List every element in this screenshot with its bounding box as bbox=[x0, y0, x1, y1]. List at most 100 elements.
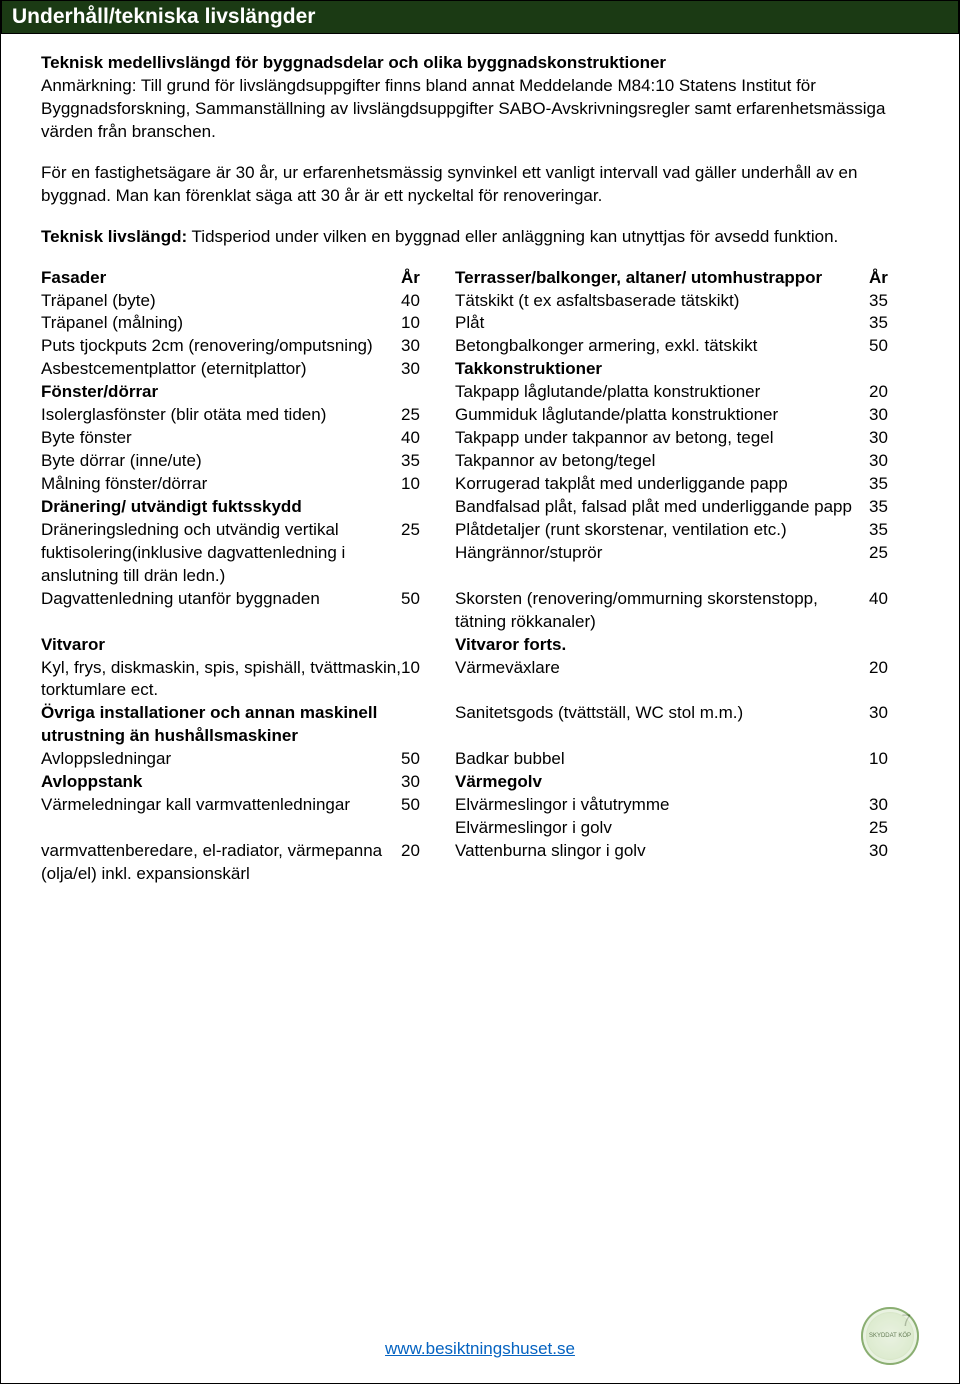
cell: Vattenburna slingor i golv bbox=[455, 840, 869, 886]
cell: Gummiduk låglutande/platta konstruktione… bbox=[455, 404, 869, 427]
cell: 25 bbox=[401, 519, 455, 588]
lifespan-table: Fasader År Terrasser/balkonger, altaner/… bbox=[41, 267, 919, 886]
cell: 30 bbox=[401, 358, 455, 381]
intro-p1-bold: Teknisk medellivslängd för byggnadsdelar… bbox=[41, 53, 666, 72]
table-header-row: Fasader År Terrasser/balkonger, altaner/… bbox=[41, 267, 919, 290]
cell bbox=[869, 634, 919, 657]
col-fasader: Fasader bbox=[41, 267, 401, 290]
cell: 30 25 bbox=[869, 794, 919, 840]
table-row: Byte fönster 40 Takpapp under takpannor … bbox=[41, 427, 919, 450]
cell: Värmeledningar kall varmvattenledningar bbox=[41, 794, 401, 840]
subheader-fonster: Fönster/dörrar bbox=[41, 381, 401, 404]
table-row: Fönster/dörrar Takpapp låglutande/platta… bbox=[41, 381, 919, 404]
table-row: varmvattenberedare, el-radiator, värmepa… bbox=[41, 840, 919, 886]
cell bbox=[401, 496, 455, 519]
cell: 50 bbox=[401, 588, 455, 634]
subheader-dranering: Dränering/ utvändigt fuktsskydd bbox=[41, 496, 401, 519]
cell-line: 35 bbox=[869, 520, 888, 539]
table-row: Byte dörrar (inne/ute) 35 Takpannor av b… bbox=[41, 450, 919, 473]
cell: 35 bbox=[869, 496, 919, 519]
cell: 10 bbox=[401, 657, 455, 703]
table-row: Avloppsledningar 50 Badkar bubbel 10 bbox=[41, 748, 919, 771]
cell: 10 bbox=[869, 748, 919, 771]
footer: www.besiktningshuset.se bbox=[1, 1339, 959, 1359]
cell-line: 25 bbox=[869, 818, 888, 837]
intro-p1-rest: Anmärkning: Till grund för livslängdsupp… bbox=[41, 76, 885, 141]
table-row: Träpanel (byte) 40 Tätskikt (t ex asfalt… bbox=[41, 290, 919, 313]
cell: Badkar bubbel bbox=[455, 748, 869, 771]
intro-p2: För en fastighetsägare är 30 år, ur erfa… bbox=[41, 162, 919, 208]
cell: Dräneringsledning och utvändig vertikal … bbox=[41, 519, 401, 588]
cell-line: 30 bbox=[869, 795, 888, 814]
cell bbox=[401, 634, 455, 657]
cell: 20 bbox=[869, 381, 919, 404]
cell: 10 bbox=[401, 473, 455, 496]
cell: Avloppsledningar bbox=[41, 748, 401, 771]
cell: 30 bbox=[869, 427, 919, 450]
subheader-varmegolv: Värmegolv bbox=[455, 771, 869, 794]
page: Underhåll/tekniska livslängder Teknisk m… bbox=[0, 0, 960, 1384]
subheader-vitvaror: Vitvaror bbox=[41, 634, 401, 657]
cell: 35 25 bbox=[869, 519, 919, 588]
subheader-ovriga: Övriga installationer och annan maskinel… bbox=[41, 702, 401, 748]
cell: Kyl, frys, diskmaskin, spis, spishäll, t… bbox=[41, 657, 401, 703]
intro-p1: Teknisk medellivslängd för byggnadsdelar… bbox=[41, 52, 919, 144]
cell: 40 bbox=[401, 290, 455, 313]
cell: 30 bbox=[869, 404, 919, 427]
cell: Träpanel (byte) bbox=[41, 290, 401, 313]
table-row: Dagvattenledning utanför byggnaden 50 Sk… bbox=[41, 588, 919, 634]
cell: Plåtdetaljer (runt skorstenar, ventilati… bbox=[455, 519, 869, 588]
cell: 25 bbox=[401, 404, 455, 427]
section-header: Underhåll/tekniska livslängder bbox=[1, 1, 959, 34]
table-row: Puts tjockputs 2cm (renovering/omputsnin… bbox=[41, 335, 919, 358]
cell: Träpanel (målning) bbox=[41, 312, 401, 335]
table-row: Målning fönster/dörrar 10 Korrugerad tak… bbox=[41, 473, 919, 496]
cell: Bandfalsad plåt, falsad plåt med underli… bbox=[455, 496, 869, 519]
cell: 30 bbox=[869, 840, 919, 886]
table-row: Asbestcementplattor (eternitplattor) 30 … bbox=[41, 358, 919, 381]
cell: 50 bbox=[401, 748, 455, 771]
cell: Byte fönster bbox=[41, 427, 401, 450]
seal-icon: SKYDDAT KÖP bbox=[861, 1307, 919, 1365]
cell-line: Hängrännor/stuprör bbox=[455, 543, 602, 562]
cell: 30 bbox=[869, 450, 919, 473]
table-row: Avloppstank 30 Värmegolv bbox=[41, 771, 919, 794]
footer-link[interactable]: www.besiktningshuset.se bbox=[385, 1339, 575, 1358]
table-row: Värmeledningar kall varmvattenledningar … bbox=[41, 794, 919, 840]
cell: 30 bbox=[869, 702, 919, 748]
cell: 35 bbox=[869, 290, 919, 313]
cell: 30 bbox=[401, 335, 455, 358]
cell: Elvärmeslingor i våtutrymme Elvärmesling… bbox=[455, 794, 869, 840]
cell: Skorsten (renovering/ommurning skorstens… bbox=[455, 588, 869, 634]
cell: 40 bbox=[401, 427, 455, 450]
cell: 50 bbox=[869, 335, 919, 358]
subheader-avloppstank: Avloppstank bbox=[41, 771, 401, 794]
table-row: Övriga installationer och annan maskinel… bbox=[41, 702, 919, 748]
cell: Isolerglasfönster (blir otäta med tiden) bbox=[41, 404, 401, 427]
cell bbox=[869, 358, 919, 381]
cell: 35 bbox=[869, 473, 919, 496]
col-ar-left: År bbox=[401, 267, 455, 290]
cell: Målning fönster/dörrar bbox=[41, 473, 401, 496]
subheader-takkonstruktioner: Takkonstruktioner bbox=[455, 358, 869, 381]
intro-p3: Teknisk livslängd: Tidsperiod under vilk… bbox=[41, 226, 919, 249]
col-ar-right: År bbox=[869, 267, 919, 290]
cell bbox=[869, 771, 919, 794]
cell-line: Elvärmeslingor i våtutrymme bbox=[455, 795, 669, 814]
intro-p3-rest: Tidsperiod under vilken en byggnad eller… bbox=[187, 227, 838, 246]
intro-block: Teknisk medellivslängd för byggnadsdelar… bbox=[41, 52, 919, 249]
table-row: Vitvaror Vitvaror forts. bbox=[41, 634, 919, 657]
subheader-vitvaror-forts: Vitvaror forts. bbox=[455, 634, 869, 657]
table-row: Träpanel (målning) 10 Plåt 35 bbox=[41, 312, 919, 335]
cell: Takpannor av betong/tegel bbox=[455, 450, 869, 473]
cell: 35 bbox=[869, 312, 919, 335]
cell: Sanitetsgods (tvättställ, WC stol m.m.) bbox=[455, 702, 869, 748]
cell: 30 bbox=[401, 771, 455, 794]
cell: 20 bbox=[869, 657, 919, 703]
table-row: Dränering/ utvändigt fuktsskydd Bandfals… bbox=[41, 496, 919, 519]
cell: 10 bbox=[401, 312, 455, 335]
cell: 35 bbox=[401, 450, 455, 473]
cell: 40 bbox=[869, 588, 919, 634]
cell: Byte dörrar (inne/ute) bbox=[41, 450, 401, 473]
cell: Värmeväxlare bbox=[455, 657, 869, 703]
